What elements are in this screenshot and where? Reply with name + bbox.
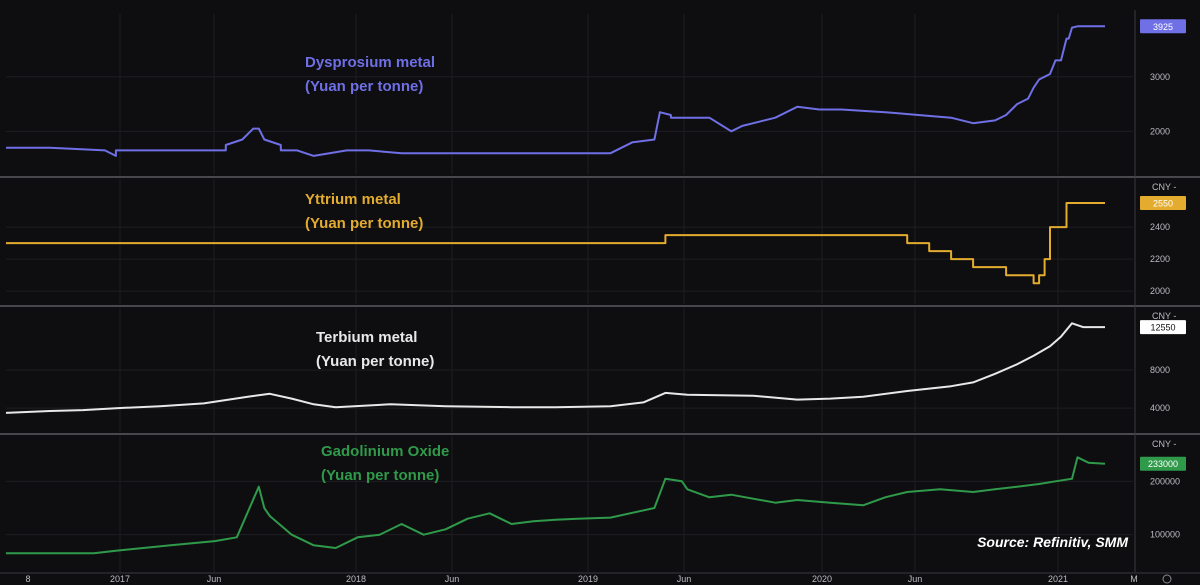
y-tick-label: 2200 [1150, 254, 1170, 264]
gadolinium-last-value-badge [1140, 456, 1186, 471]
terbium-series-line [5, 322, 1105, 414]
x-tick-label: 2020 [812, 574, 832, 584]
gadolinium-last-value-label: 233000 [1148, 459, 1178, 469]
y-tick-label: 3000 [1150, 72, 1170, 82]
y-tick-label: 4000 [1150, 403, 1170, 413]
yttrium-title: Yttrium metal [305, 191, 401, 208]
y-tick-label: 200000 [1150, 476, 1180, 486]
yttrium-subtitle: (Yuan per tonne) [305, 215, 423, 232]
x-tick-label: 8 [25, 574, 30, 584]
x-tick-label: Jun [677, 574, 692, 584]
y-tick-label: 2400 [1150, 222, 1170, 232]
terbium-title: Terbium metal [316, 329, 417, 346]
dysprosium-series-line [6, 25, 1105, 157]
x-tick-label: 2019 [578, 574, 598, 584]
dysprosium-last-value-badge [1140, 19, 1186, 34]
gadolinium-series-line [6, 456, 1106, 555]
x-tick-label: 2018 [346, 574, 366, 584]
terbium-subtitle: (Yuan per tonne) [316, 353, 434, 370]
dysprosium-title: Dysprosium metal [305, 54, 435, 71]
y-tick-label: 8000 [1150, 365, 1170, 375]
dysprosium-subtitle: (Yuan per tonne) [305, 78, 423, 95]
gadolinium-title: Gadolinium Oxide [321, 443, 449, 460]
terbium-last-value-badge [1140, 320, 1186, 335]
x-tick-label: Jun [908, 574, 923, 584]
x-tick-label: M [1130, 574, 1138, 584]
gadolinium-subtitle: (Yuan per tonne) [321, 467, 439, 484]
unit-label: CNY - [1152, 311, 1176, 321]
x-tick-label: Jun [445, 574, 460, 584]
x-tick-label: 2017 [110, 574, 130, 584]
dysprosium-last-value-label: 3925 [1153, 22, 1173, 32]
y-tick-label: 2000 [1150, 126, 1170, 136]
unit-label: CNY - [1152, 439, 1176, 449]
y-tick-label: 100000 [1150, 530, 1180, 540]
reset-icon [1162, 574, 1172, 584]
y-tick-label: 2000 [1150, 286, 1170, 296]
terbium-last-value-label: 12550 [1150, 323, 1175, 333]
x-tick-label: Jun [207, 574, 222, 584]
unit-label: CNY - [1152, 182, 1176, 192]
yttrium-last-value-badge [1140, 196, 1186, 211]
yttrium-last-value-label: 2550 [1153, 199, 1173, 209]
x-tick-label: 2021 [1048, 574, 1068, 584]
yttrium-series-line [6, 202, 1105, 285]
source-note: Source: Refinitiv, SMM [977, 534, 1128, 550]
